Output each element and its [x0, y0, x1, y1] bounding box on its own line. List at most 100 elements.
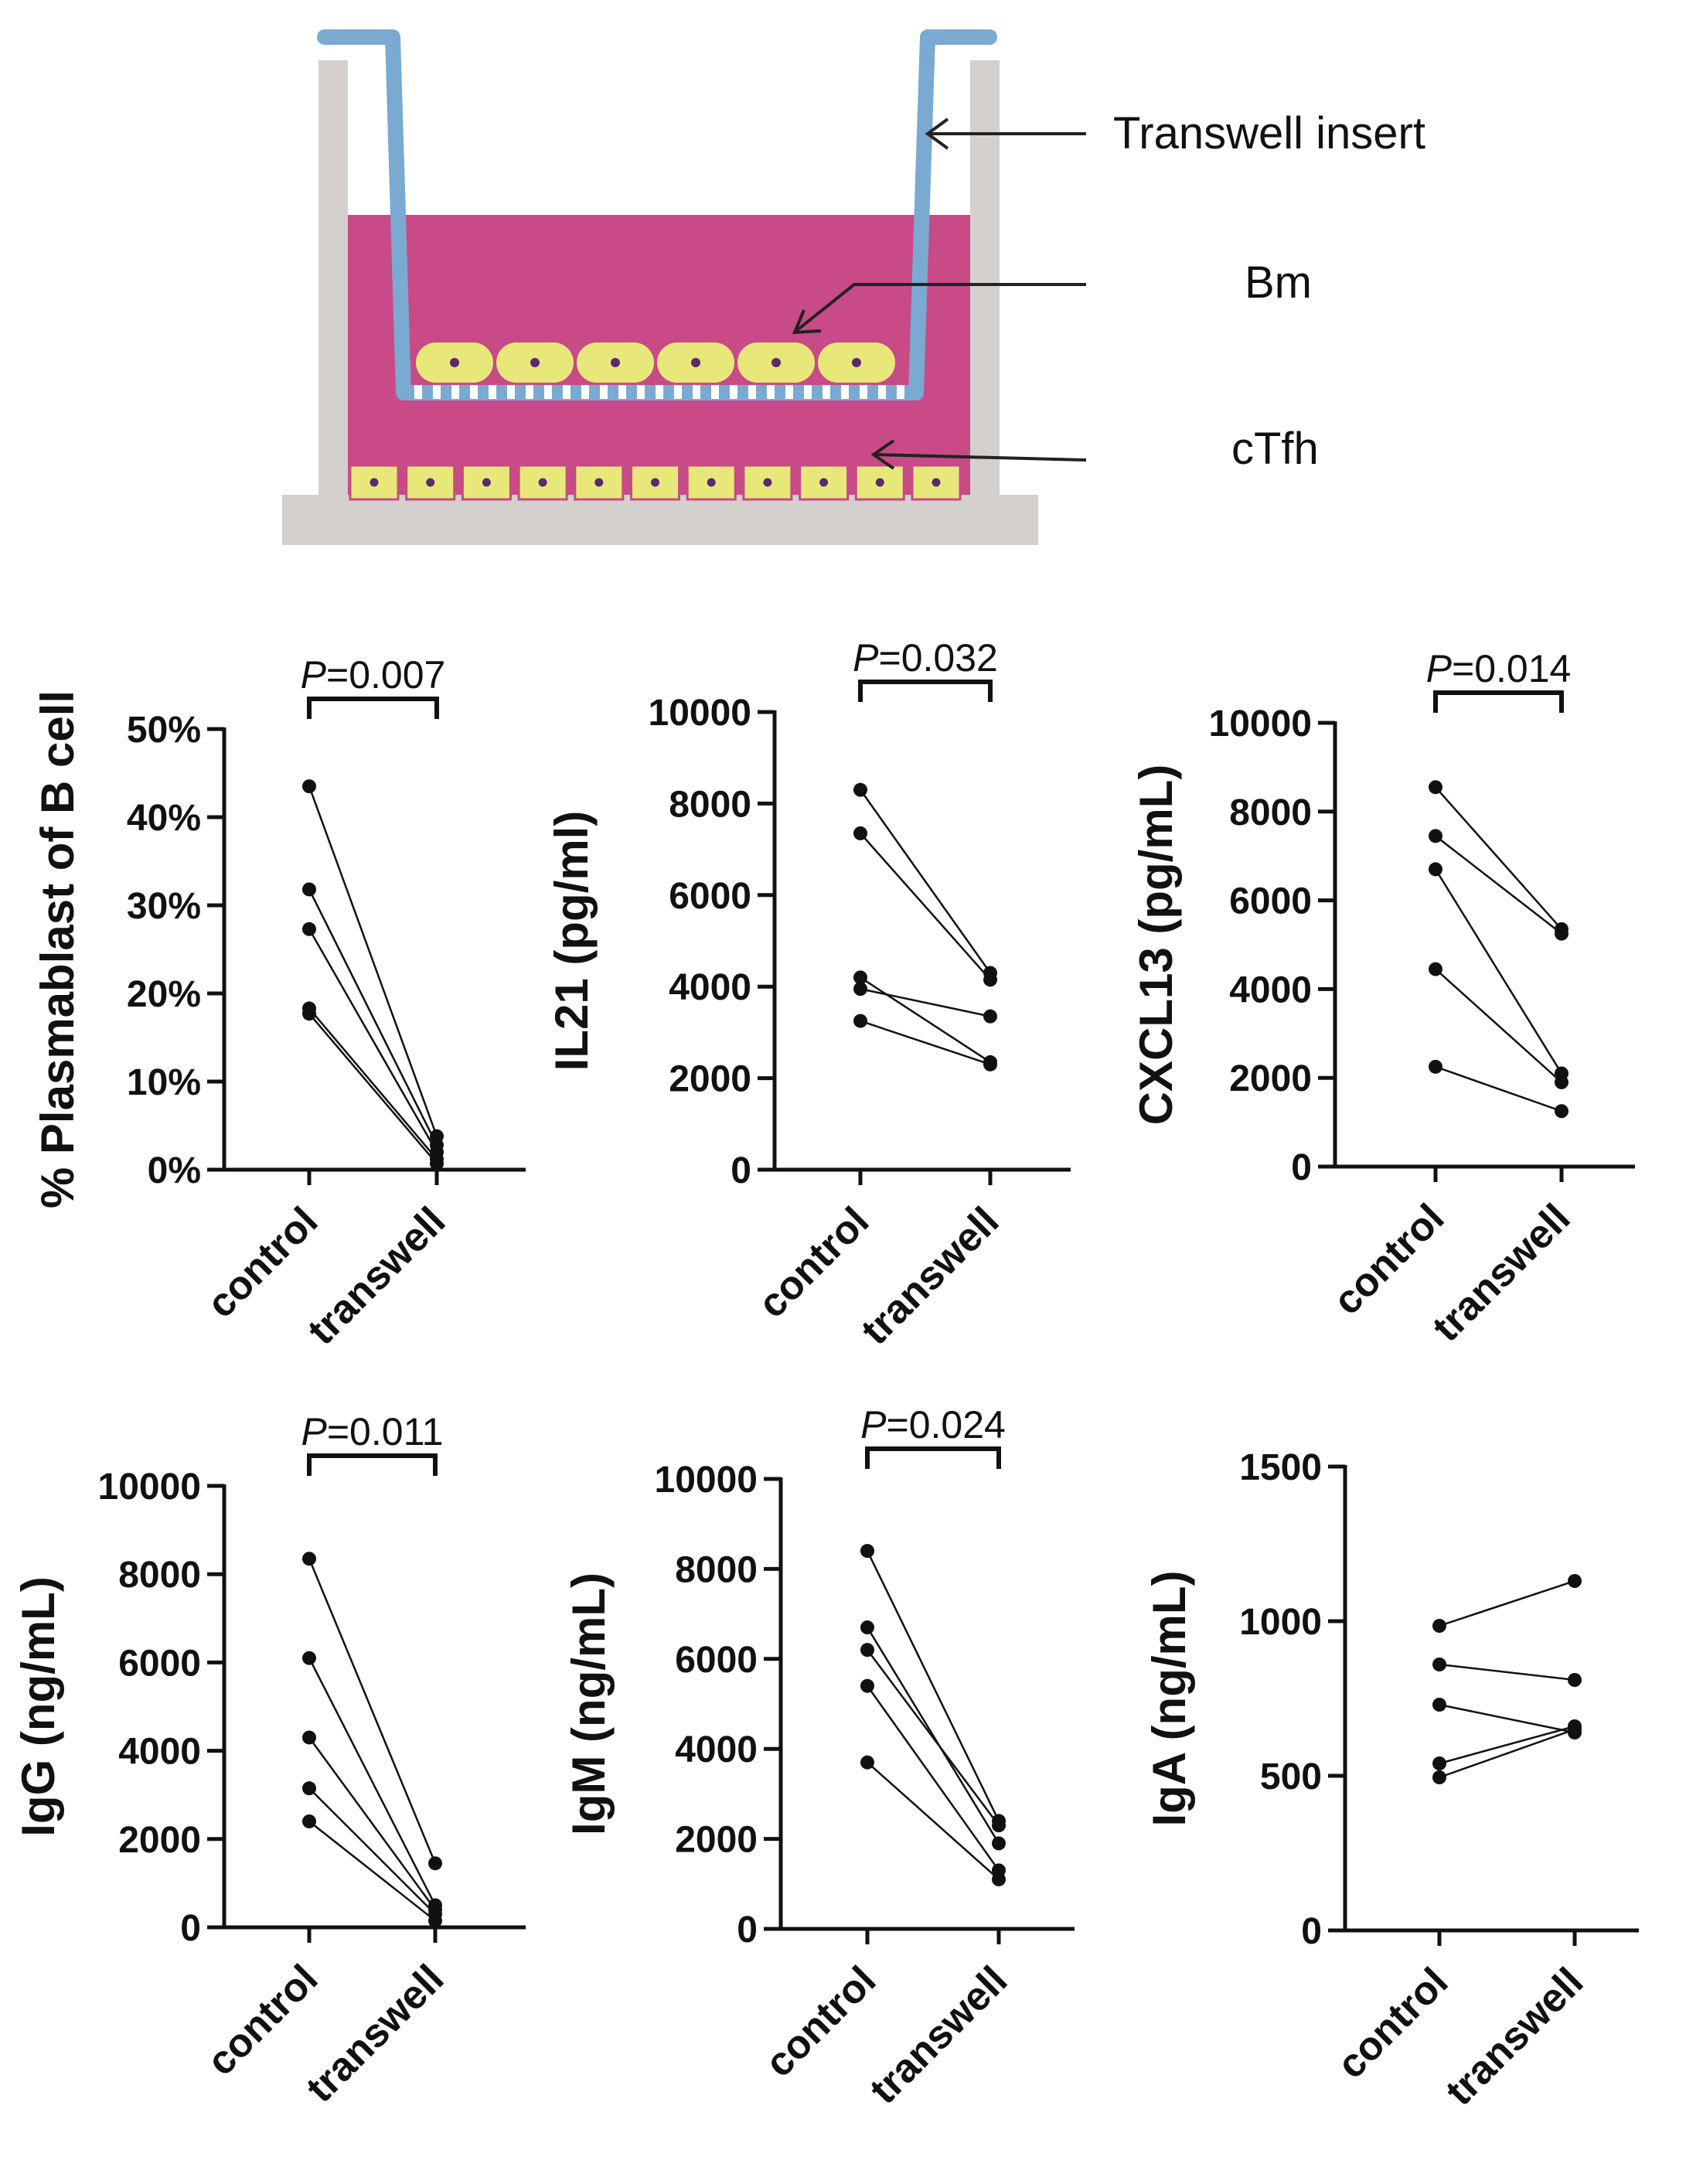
membrane-pore [618, 385, 626, 399]
transwell-point [1555, 1104, 1568, 1119]
x-category-label: transwell [861, 1957, 1016, 2112]
pair-line [1439, 1725, 1575, 1765]
control-point [302, 1651, 316, 1665]
label-ctfh: cTfh [1231, 424, 1319, 474]
y-tick-label: 4000 [669, 967, 751, 1008]
arrow-insert [925, 118, 1086, 150]
membrane-pore [489, 385, 496, 399]
well-left-wall [318, 60, 348, 509]
p-value-label: P=0.011 [301, 1410, 444, 1453]
pair-line [860, 833, 991, 981]
y-axis-title: CXCL13 (pg/mL) [1130, 765, 1182, 1126]
pair-line [308, 1658, 437, 1906]
y-tick-label: 4000 [1229, 969, 1312, 1010]
bm-cell-nucleus [691, 358, 700, 367]
control-point [1429, 962, 1442, 976]
p-value-label: P=0.007 [301, 653, 446, 697]
y-tick-label: 2000 [1229, 1058, 1312, 1099]
y-tick-label: 2000 [669, 1059, 751, 1100]
y-tick-label: 20% [127, 974, 201, 1015]
x-category-label: transwell [1424, 1195, 1579, 1350]
membrane-pore [451, 385, 459, 399]
ctfh-cell-nucleus [707, 478, 716, 487]
control-point [860, 1678, 874, 1693]
membrane-pore [730, 385, 737, 399]
membrane-pore [637, 385, 645, 399]
control-point [302, 1814, 316, 1828]
p-value-number: =0.014 [1452, 647, 1571, 690]
bm-cell-nucleus [771, 358, 781, 367]
pair-line [866, 1550, 1000, 1821]
label-transwell-insert: Transwell insert [1113, 108, 1425, 158]
y-tick-label: 30% [127, 886, 201, 927]
y-tick-label: 8000 [118, 1555, 201, 1596]
pair-line [1439, 1579, 1575, 1627]
pair-line [859, 789, 992, 974]
pair-line [308, 1787, 436, 1915]
y-tick-label: 8000 [669, 784, 751, 825]
y-tick-label: 2000 [118, 1820, 201, 1861]
membrane-pore [841, 385, 849, 399]
control-point [302, 922, 316, 936]
ctfh-cell-nucleus [538, 478, 547, 487]
pair-line [1439, 1663, 1575, 1681]
control-point [860, 1620, 874, 1635]
control-point [853, 1014, 867, 1028]
y-axis-title: IgA (ng/mL) [1143, 1570, 1195, 1826]
pair-line [1439, 1728, 1575, 1779]
ctfh-cell-nucleus [370, 478, 379, 487]
p-value-number: =0.032 [879, 636, 998, 680]
y-tick-label: 500 [1260, 1756, 1322, 1797]
transwell-point [983, 1009, 997, 1024]
pair-line [866, 1649, 1000, 1826]
y-tick-label: 6000 [675, 1640, 758, 1681]
x-category-label: transwell [298, 1956, 452, 2111]
y-tick-label: 6000 [118, 1643, 201, 1684]
pair-line [1435, 968, 1562, 1083]
pair-line [308, 1558, 437, 1864]
control-point [1429, 829, 1442, 843]
transwell-point [428, 1913, 442, 1928]
membrane-pore [674, 385, 682, 399]
pair-line [1434, 868, 1563, 1075]
control-point [1432, 1619, 1446, 1633]
y-tick-label: 0% [148, 1150, 201, 1191]
control-point [302, 1552, 316, 1566]
transwell-point [983, 973, 997, 987]
ctfh-cell-nucleus [932, 478, 941, 487]
membrane-pore [433, 385, 441, 399]
membrane-pore [656, 385, 663, 399]
y-tick-label: 4000 [118, 1732, 201, 1773]
y-tick-label: 10000 [1209, 704, 1312, 744]
p-symbol: P [853, 636, 879, 680]
ctfh-cell-nucleus [482, 478, 491, 487]
membrane-pore [860, 385, 867, 399]
transwell-point [1555, 926, 1568, 941]
significance-bracket [858, 680, 993, 702]
bm-cell-nucleus [611, 358, 620, 367]
membrane-pore [414, 385, 422, 399]
ctfh-cells [349, 464, 962, 501]
pair-line [860, 1020, 991, 1066]
x-category-label: transwell [1437, 1959, 1592, 2114]
ctfh-cell-nucleus [651, 478, 659, 487]
transwell-point [992, 1872, 1006, 1886]
y-tick-label: 1500 [1239, 1447, 1322, 1488]
pair-line [308, 928, 438, 1153]
membrane-pore [767, 385, 775, 399]
control-point [853, 982, 867, 997]
p-symbol: P [1426, 647, 1453, 690]
control-point [1429, 1059, 1442, 1074]
bm-cells [416, 342, 895, 383]
y-tick-label: 0 [180, 1908, 201, 1949]
control-point [302, 1007, 316, 1021]
control-point [1429, 780, 1442, 795]
y-tick-label: 0 [1301, 1911, 1322, 1952]
membrane-pore [600, 385, 608, 399]
membrane-pore [897, 385, 904, 399]
label-bm: Bm [1245, 257, 1312, 308]
